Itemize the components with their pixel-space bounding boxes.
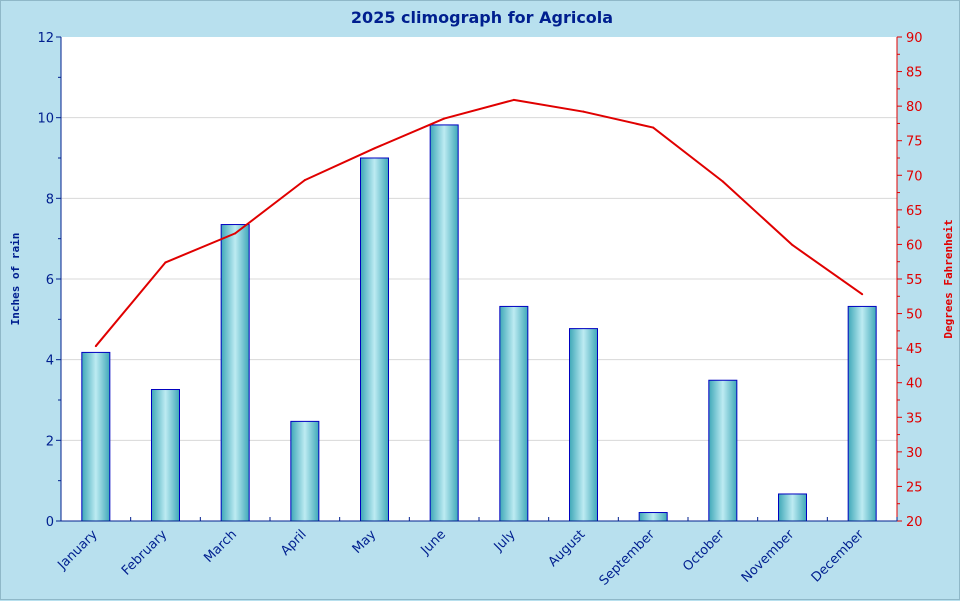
right-tick-label: 35	[906, 411, 923, 426]
temperature-point-october	[721, 180, 724, 183]
right-tick-label: 75	[906, 135, 923, 150]
temperature-point-june	[443, 117, 446, 120]
temperature-point-july	[512, 98, 515, 101]
chart-title: 2025 climograph for Agricola	[351, 8, 613, 27]
temperature-point-april	[303, 179, 306, 182]
right-axis-label: Degrees Fahrenheit	[942, 219, 955, 338]
temperature-point-september	[652, 126, 655, 129]
x-tick-label: December	[809, 527, 868, 586]
x-tick-label: August	[546, 527, 589, 570]
left-tick-label: 0	[46, 515, 54, 530]
right-tick-label: 45	[906, 342, 923, 357]
right-tick-label: 65	[906, 204, 923, 219]
temperature-point-august	[582, 110, 585, 113]
rain-bar-november	[778, 493, 807, 522]
rain-bar-may	[360, 157, 389, 522]
left-axis-label: Inches of rain	[9, 233, 22, 326]
rain-bar-september	[638, 512, 668, 522]
x-tick-label: October	[680, 527, 728, 575]
rain-bar-october	[708, 379, 738, 522]
x-tick-label: January	[54, 527, 100, 573]
temperature-point-may	[373, 147, 376, 150]
rain-bar-july	[499, 305, 529, 522]
temperature-point-january	[94, 345, 97, 348]
temperature-point-february	[164, 261, 167, 264]
rain-bar-june	[429, 124, 459, 522]
left-tick-label: 12	[37, 31, 54, 46]
x-tick-label: July	[491, 527, 519, 555]
rain-bar-february	[151, 389, 180, 522]
x-tick-label: May	[350, 527, 380, 557]
right-tick-label: 40	[906, 377, 923, 392]
gridlines	[61, 117, 897, 441]
rain-bar-december	[847, 305, 877, 522]
temperature-point-november	[791, 244, 794, 247]
x-tick-label: March	[201, 527, 240, 566]
right-tick-label: 60	[906, 238, 923, 253]
x-tick-label: June	[418, 527, 449, 558]
rain-bar-august	[569, 328, 598, 522]
right-tick-label: 85	[906, 66, 923, 81]
rain-bar-april	[290, 420, 320, 522]
temperature-line	[95, 98, 863, 347]
left-tick-label: 8	[46, 192, 54, 207]
right-tick-label: 20	[906, 515, 923, 530]
rain-bars	[81, 124, 877, 522]
right-tick-label: 50	[906, 308, 923, 323]
left-tick-label: 4	[46, 354, 54, 369]
x-tick-label: November	[739, 527, 798, 586]
temperature-point-march	[234, 232, 237, 235]
x-tick-label: April	[278, 527, 310, 559]
right-tick-label: 25	[906, 480, 923, 495]
left-tick-label: 6	[46, 273, 54, 288]
right-tick-label: 90	[906, 31, 923, 46]
rain-bar-march	[220, 224, 250, 522]
right-tick-label: 80	[906, 100, 923, 115]
right-tick-label: 55	[906, 273, 923, 288]
x-tick-label: September	[597, 527, 659, 589]
left-tick-label: 2	[46, 434, 54, 449]
left-tick-label: 10	[37, 112, 54, 127]
rain-bar-january	[81, 351, 111, 522]
x-tick-label: February	[119, 527, 171, 579]
temperature-line-group	[94, 98, 864, 348]
temperature-point-december	[861, 293, 864, 296]
right-tick-label: 30	[906, 446, 923, 461]
right-tick-label: 70	[906, 169, 923, 184]
